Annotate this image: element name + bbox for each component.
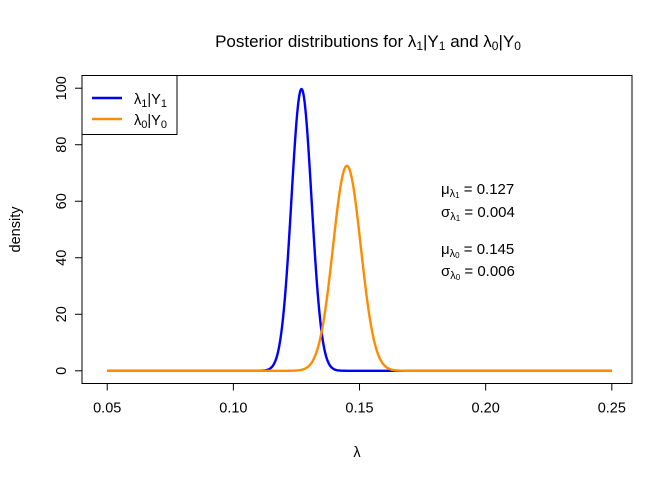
legend-box [81, 75, 178, 135]
y-tick-label: 60 [54, 193, 70, 209]
y-tick-label: 0 [54, 367, 70, 375]
y-tick-label: 40 [54, 250, 70, 266]
annotation-mean-lambda-0: μλ0 = 0.145 [441, 241, 514, 260]
stats-annotations: μλ1 = 0.127 σλ1 = 0.004 μλ0 = 0.145 σλ0 … [441, 181, 515, 282]
x-tick-label: 0.15 [345, 401, 373, 417]
x-axis-label: λ [353, 445, 361, 461]
series-line-2 [106, 164, 613, 372]
y-tick-label: 80 [54, 137, 70, 153]
annotation-mean-lambda-1: μλ1 = 0.127 [441, 181, 514, 200]
x-tick-label: 0.20 [472, 401, 500, 417]
y-tick-label: 100 [54, 76, 70, 100]
x-tick-label: 0.25 [598, 401, 626, 417]
y-tick-label: 20 [54, 306, 70, 322]
chart-title: Posterior distributions for λ1|Y1 and λ0… [215, 32, 521, 53]
legend-label-series-1: λ1|Y1 [134, 92, 167, 110]
x-tick-label: 0.10 [219, 401, 247, 417]
legend: λ1|Y1 λ0|Y0 [81, 75, 178, 135]
annotation-sd-lambda-1: σλ1 = 0.004 [441, 204, 515, 223]
x-axis: 0.05 0.10 0.15 0.20 0.25 [93, 383, 626, 417]
legend-label-series-2: λ0|Y0 [134, 113, 167, 131]
x-tick-label: 0.05 [93, 401, 121, 417]
y-axis-label: density [8, 206, 24, 253]
annotation-sd-lambda-0: σλ0 = 0.006 [441, 263, 515, 282]
y-axis: 0 20 40 60 80 100 [54, 76, 83, 375]
series-layer [106, 87, 613, 372]
